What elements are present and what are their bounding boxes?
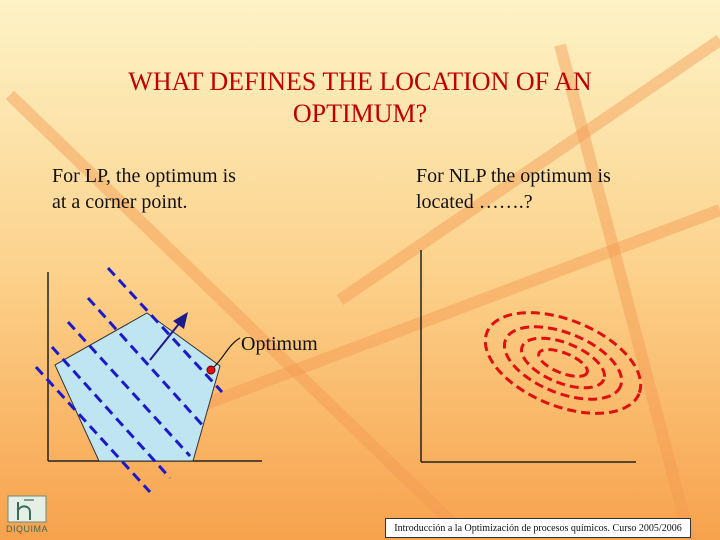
lp-text-line-2: at a corner point. — [52, 191, 188, 213]
contour-ellipse — [537, 348, 589, 378]
contour-ellipses — [483, 311, 643, 415]
feasible-region-pentagon — [54, 312, 221, 462]
optimum-label: Optimum — [241, 333, 318, 355]
page-title: WHAT DEFINES THE LOCATION OF AN OPTIMUM? — [60, 66, 660, 130]
diquima-logo-mark — [7, 495, 47, 523]
lp-description: For LP, the optimum is at a corner point… — [52, 163, 352, 215]
objective-line — [50, 345, 172, 480]
lp-diagram — [34, 266, 262, 494]
objective-function-lines — [34, 266, 224, 494]
contour-ellipse — [520, 336, 606, 390]
objective-line — [66, 320, 192, 458]
objective-line — [34, 365, 152, 494]
nlp-description: For NLP the optimum is located …….? — [416, 163, 716, 215]
title-line-2: OPTIMUM? — [292, 99, 428, 128]
contour-ellipse — [483, 311, 643, 415]
gradient-arrow-shaft — [149, 319, 183, 361]
logo-text: DIQUIMA — [5, 524, 48, 534]
nlp-diagram — [420, 250, 643, 463]
gradient-arrow-head — [173, 312, 188, 329]
objective-line — [86, 296, 207, 430]
title-line-1: WHAT DEFINES THE LOCATION OF AN — [128, 67, 592, 96]
diquima-logo: DIQUIMA — [4, 494, 50, 538]
footer-caption: Introducción a la Optimización de proces… — [385, 518, 691, 538]
decorative-stripes — [5, 35, 720, 540]
lp-text-line-1: For LP, the optimum is — [52, 165, 236, 187]
optimum-point — [206, 365, 216, 375]
nlp-text-line-1: For NLP the optimum is — [416, 165, 611, 187]
nlp-text-line-2: located …….? — [416, 191, 533, 213]
objective-line — [106, 266, 224, 394]
contour-ellipse — [502, 325, 624, 401]
optimum-pointer-line — [211, 337, 241, 370]
